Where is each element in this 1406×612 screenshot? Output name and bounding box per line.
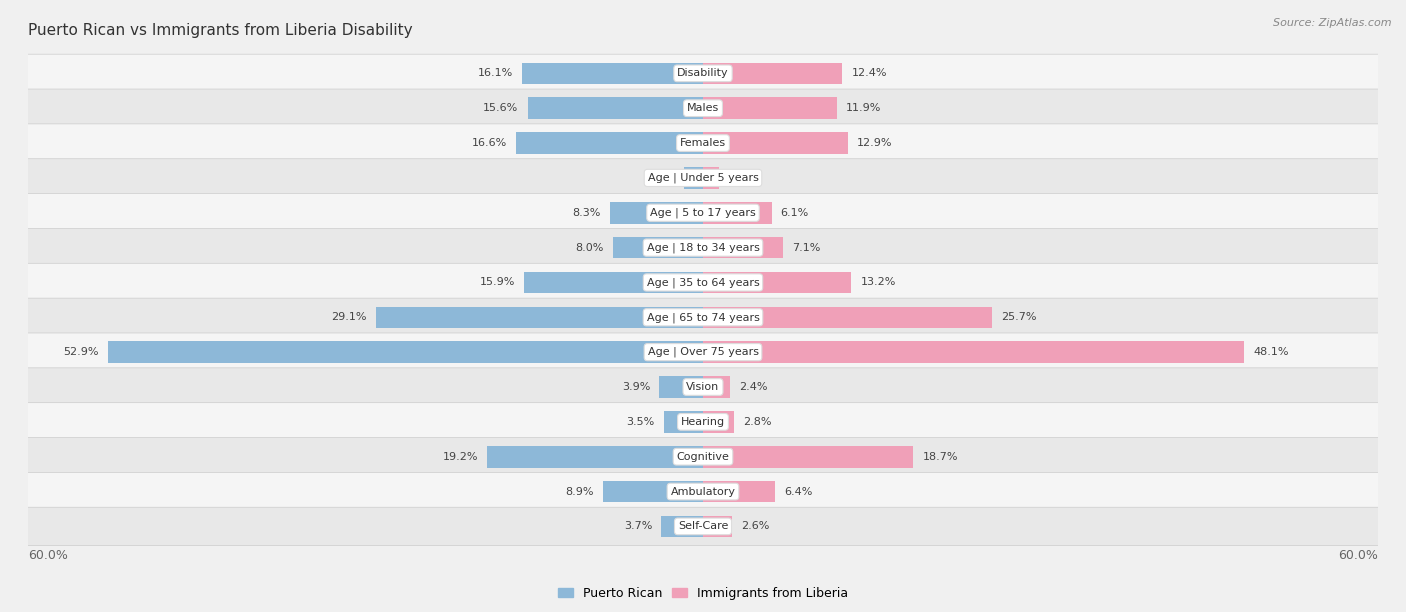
Bar xyxy=(516,132,703,154)
Text: 1.4%: 1.4% xyxy=(728,173,756,183)
Text: 52.9%: 52.9% xyxy=(63,347,98,357)
FancyBboxPatch shape xyxy=(15,403,1391,441)
Bar xyxy=(703,446,914,468)
Text: Females: Females xyxy=(681,138,725,148)
Bar xyxy=(661,515,703,537)
Bar xyxy=(703,237,783,258)
Bar xyxy=(703,202,772,223)
Bar xyxy=(375,307,703,328)
Text: 6.1%: 6.1% xyxy=(780,207,808,218)
Text: Puerto Rican vs Immigrants from Liberia Disability: Puerto Rican vs Immigrants from Liberia … xyxy=(28,23,413,38)
Text: Ambulatory: Ambulatory xyxy=(671,487,735,496)
Bar xyxy=(703,376,730,398)
Text: Males: Males xyxy=(688,103,718,113)
Bar xyxy=(613,237,703,258)
Bar xyxy=(522,62,703,84)
Text: Self-Care: Self-Care xyxy=(678,521,728,531)
FancyBboxPatch shape xyxy=(15,263,1391,302)
FancyBboxPatch shape xyxy=(15,507,1391,545)
Bar xyxy=(703,132,848,154)
Bar xyxy=(703,272,852,293)
Text: Age | 65 to 74 years: Age | 65 to 74 years xyxy=(647,312,759,323)
FancyBboxPatch shape xyxy=(15,193,1391,232)
Text: 11.9%: 11.9% xyxy=(846,103,882,113)
Text: 48.1%: 48.1% xyxy=(1253,347,1288,357)
Text: 12.9%: 12.9% xyxy=(858,138,893,148)
Text: 7.1%: 7.1% xyxy=(792,242,820,253)
Bar xyxy=(703,481,775,502)
FancyBboxPatch shape xyxy=(15,472,1391,511)
Text: 3.9%: 3.9% xyxy=(621,382,650,392)
Text: Disability: Disability xyxy=(678,69,728,78)
Text: 60.0%: 60.0% xyxy=(28,549,67,562)
Bar xyxy=(527,97,703,119)
Text: 3.7%: 3.7% xyxy=(624,521,652,531)
Legend: Puerto Rican, Immigrants from Liberia: Puerto Rican, Immigrants from Liberia xyxy=(553,582,853,605)
Text: 1.7%: 1.7% xyxy=(647,173,675,183)
Bar xyxy=(664,411,703,433)
Text: 18.7%: 18.7% xyxy=(922,452,957,461)
Text: 3.5%: 3.5% xyxy=(627,417,655,427)
Text: 2.4%: 2.4% xyxy=(740,382,768,392)
Bar xyxy=(610,202,703,223)
Bar xyxy=(524,272,703,293)
Text: 19.2%: 19.2% xyxy=(443,452,478,461)
Bar xyxy=(703,167,718,188)
Bar xyxy=(703,411,734,433)
Text: Age | Over 75 years: Age | Over 75 years xyxy=(648,347,758,357)
Text: Age | Under 5 years: Age | Under 5 years xyxy=(648,173,758,183)
Text: Cognitive: Cognitive xyxy=(676,452,730,461)
FancyBboxPatch shape xyxy=(15,89,1391,127)
Text: 15.6%: 15.6% xyxy=(484,103,519,113)
Text: 16.6%: 16.6% xyxy=(472,138,508,148)
FancyBboxPatch shape xyxy=(15,124,1391,162)
Text: Age | 5 to 17 years: Age | 5 to 17 years xyxy=(650,207,756,218)
Text: 2.8%: 2.8% xyxy=(744,417,772,427)
Bar xyxy=(683,167,703,188)
FancyBboxPatch shape xyxy=(15,298,1391,337)
FancyBboxPatch shape xyxy=(15,54,1391,92)
Text: 16.1%: 16.1% xyxy=(478,69,513,78)
Text: 29.1%: 29.1% xyxy=(332,312,367,323)
Bar xyxy=(703,341,1244,363)
Text: 15.9%: 15.9% xyxy=(479,277,515,288)
Text: 25.7%: 25.7% xyxy=(1001,312,1036,323)
Bar xyxy=(703,515,733,537)
Bar xyxy=(603,481,703,502)
Text: 8.3%: 8.3% xyxy=(572,207,600,218)
FancyBboxPatch shape xyxy=(15,333,1391,371)
Text: Age | 35 to 64 years: Age | 35 to 64 years xyxy=(647,277,759,288)
Bar xyxy=(108,341,703,363)
FancyBboxPatch shape xyxy=(15,438,1391,476)
Text: Age | 18 to 34 years: Age | 18 to 34 years xyxy=(647,242,759,253)
Text: 8.0%: 8.0% xyxy=(575,242,605,253)
Bar xyxy=(703,307,993,328)
Bar xyxy=(486,446,703,468)
Text: 60.0%: 60.0% xyxy=(1339,549,1378,562)
Text: 12.4%: 12.4% xyxy=(852,69,887,78)
FancyBboxPatch shape xyxy=(15,159,1391,197)
Text: 13.2%: 13.2% xyxy=(860,277,896,288)
FancyBboxPatch shape xyxy=(15,368,1391,406)
Text: 6.4%: 6.4% xyxy=(785,487,813,496)
Bar xyxy=(703,62,842,84)
Bar xyxy=(703,97,837,119)
FancyBboxPatch shape xyxy=(15,228,1391,267)
Text: Hearing: Hearing xyxy=(681,417,725,427)
Bar xyxy=(659,376,703,398)
Text: 2.6%: 2.6% xyxy=(741,521,769,531)
Text: Source: ZipAtlas.com: Source: ZipAtlas.com xyxy=(1274,18,1392,28)
Text: 8.9%: 8.9% xyxy=(565,487,593,496)
Text: Vision: Vision xyxy=(686,382,720,392)
